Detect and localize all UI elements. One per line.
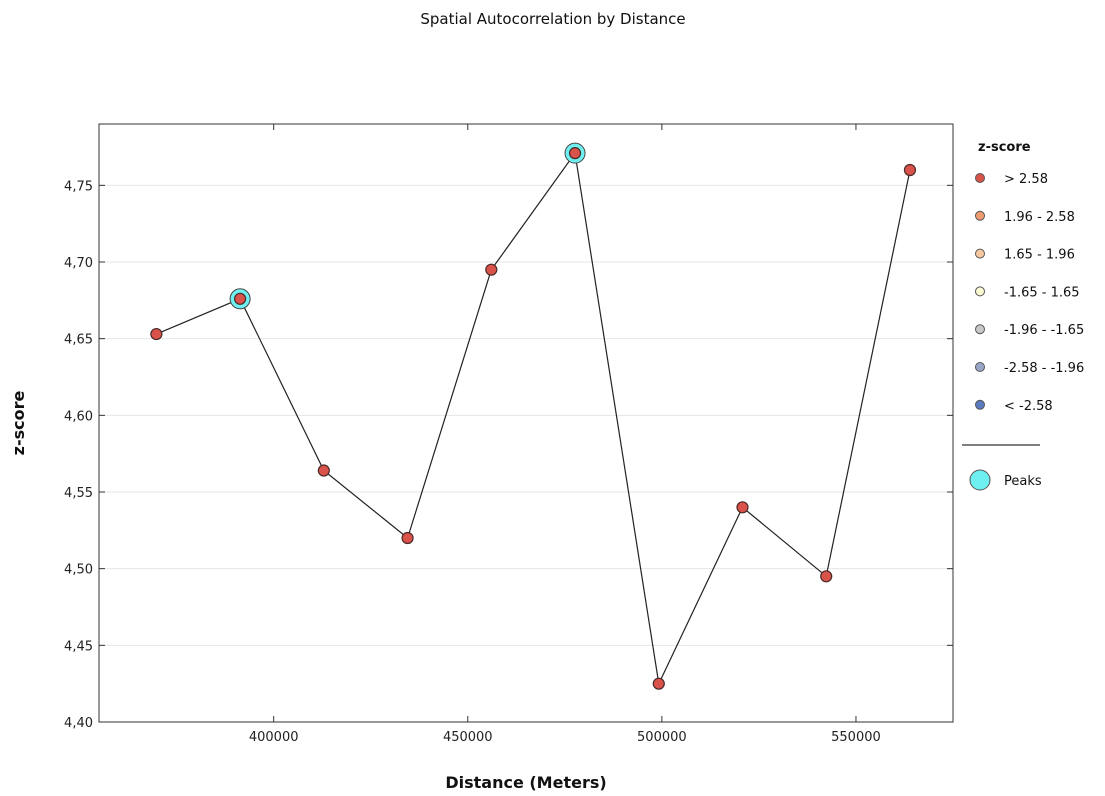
x-tick-label: 400000 [249, 730, 299, 745]
y-tick-label: 4,45 [64, 639, 93, 654]
legend-swatch [975, 248, 985, 259]
y-tick-label: 4,60 [64, 409, 93, 424]
series-line [156, 151, 911, 686]
legend-swatch [975, 286, 985, 297]
legend-swatch [975, 210, 985, 221]
x-tick-label: 550000 [831, 730, 881, 745]
data-point [401, 531, 414, 545]
y-tick-label: 4,55 [64, 486, 93, 501]
peak-markers [229, 142, 586, 310]
legend-label: 1.96 - 2.58 [1004, 210, 1075, 225]
chart-title: Spatial Autocorrelation by Distance [420, 10, 685, 28]
legend-swatch [975, 324, 985, 335]
axis-ticks: 4,40 4,45 4,50 4,55 4,60 4,65 4,70 4,75 400000 45… [64, 124, 953, 745]
grid-lines [99, 184, 953, 646]
legend-title: z-score [978, 140, 1031, 155]
data-points [150, 147, 917, 690]
legend-items: > 2.58 1.96 - 2.58 1.65 - 1.96 -1.65 - 1.65… [975, 172, 1084, 414]
legend-peaks-label: Peaks [1004, 474, 1042, 489]
data-point [485, 263, 498, 276]
legend: z-score > 2.58 1.96 - 2.58 1.65 - 1.96 -1.6… [962, 140, 1084, 491]
legend-swatch [975, 399, 985, 410]
legend-label: -1.65 - 1.65 [1004, 285, 1080, 300]
y-axis-title: z-score [9, 391, 28, 456]
legend-label: -2.58 - -1.96 [1004, 361, 1084, 376]
y-tick-label: 4,50 [64, 563, 93, 578]
legend-label: > 2.58 [1004, 172, 1048, 187]
y-tick-label: 4,65 [64, 333, 93, 348]
data-point [234, 292, 247, 305]
data-point [150, 327, 163, 341]
data-point [820, 570, 833, 583]
x-tick-label: 500000 [637, 730, 687, 745]
legend-peaks-swatch [969, 469, 991, 491]
y-tick-label: 4,70 [64, 256, 93, 271]
y-tick-label: 4,75 [64, 179, 93, 194]
series-polyline [156, 151, 911, 686]
x-axis-title: Distance (Meters) [445, 773, 606, 792]
data-point [652, 677, 665, 690]
legend-label: 1.65 - 1.96 [1004, 248, 1075, 263]
data-point [903, 163, 917, 177]
x-tick-label: 450000 [443, 730, 493, 745]
data-point [568, 147, 582, 160]
data-point [736, 501, 749, 514]
legend-label: < -2.58 [1004, 399, 1053, 414]
y-tick-label: 4,40 [64, 716, 93, 731]
legend-swatch [975, 173, 985, 183]
data-point [317, 464, 330, 477]
legend-label: -1.96 - -1.65 [1004, 323, 1084, 338]
legend-swatch [975, 362, 985, 372]
plot-frame [98, 123, 954, 723]
